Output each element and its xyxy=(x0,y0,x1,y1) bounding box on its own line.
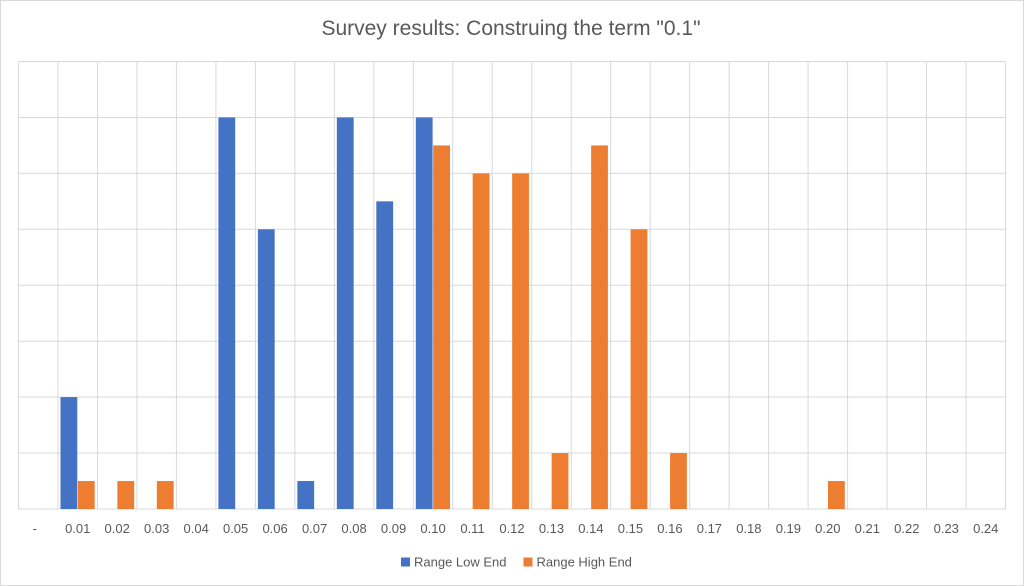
svg-text:0.03: 0.03 xyxy=(144,521,169,536)
svg-text:0.09: 0.09 xyxy=(381,521,406,536)
svg-text:0.01: 0.01 xyxy=(65,521,90,536)
svg-text:0.11: 0.11 xyxy=(460,521,484,536)
svg-text:0.12: 0.12 xyxy=(499,521,524,536)
svg-text:0.06: 0.06 xyxy=(262,521,287,536)
svg-text:0.19: 0.19 xyxy=(776,521,801,536)
svg-text:0.22: 0.22 xyxy=(894,521,919,536)
svg-text:0.08: 0.08 xyxy=(341,521,366,536)
svg-text:0.04: 0.04 xyxy=(184,521,209,536)
svg-text:0.21: 0.21 xyxy=(855,521,880,536)
svg-text:0.23: 0.23 xyxy=(934,521,959,536)
svg-text:0.17: 0.17 xyxy=(697,521,722,536)
svg-text:Survey results: Construing the: Survey results: Construing the term "0.1… xyxy=(321,17,700,40)
svg-text:0.18: 0.18 xyxy=(736,521,761,536)
svg-text:0.16: 0.16 xyxy=(657,521,682,536)
svg-text:0.07: 0.07 xyxy=(302,521,327,536)
svg-text:0.14: 0.14 xyxy=(578,521,603,536)
svg-text:0.10: 0.10 xyxy=(420,521,445,536)
svg-text:Range Low End: Range Low End xyxy=(414,555,507,570)
svg-text:0.05: 0.05 xyxy=(223,521,248,536)
svg-text:0.20: 0.20 xyxy=(815,521,840,536)
svg-text:0.13: 0.13 xyxy=(539,521,564,536)
svg-text:Range High End: Range High End xyxy=(537,555,632,570)
svg-text:0.24: 0.24 xyxy=(973,521,998,536)
svg-text:-: - xyxy=(33,521,37,536)
svg-text:0.15: 0.15 xyxy=(618,521,643,536)
svg-text:0.02: 0.02 xyxy=(105,521,130,536)
